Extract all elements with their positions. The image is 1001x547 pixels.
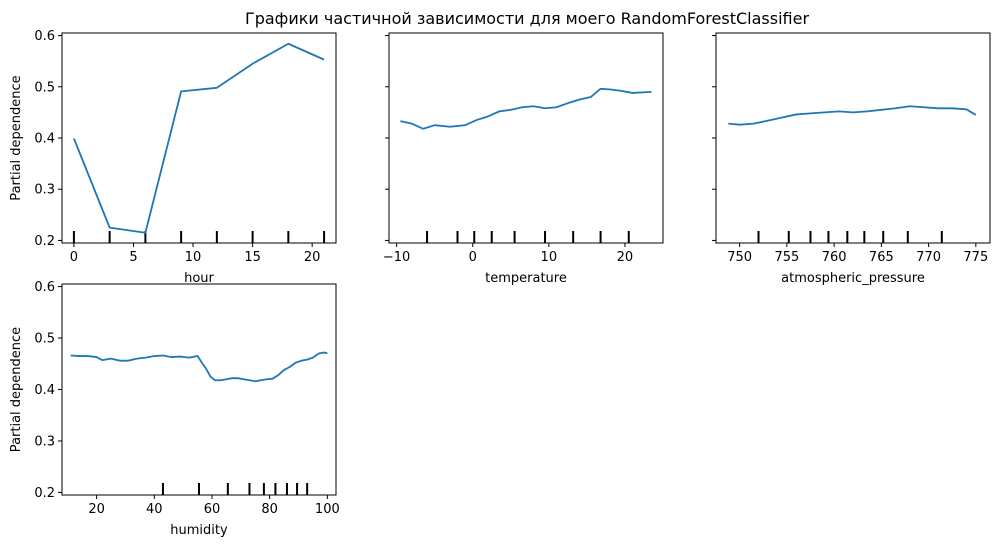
x-tick-label: 775 [963,250,988,265]
y-axis-ticks [385,35,389,241]
pd-line-series [70,351,328,383]
y-axis-ticks [712,35,716,241]
x-axis-label: hour [184,271,214,286]
subplot-2: −10 0 10 20 temperature [383,32,664,286]
axes-frame [388,32,664,244]
y-tick-label: 0.6 [34,280,55,295]
y-tick-label: 0.5 [34,80,55,95]
x-tick-label: 765 [869,250,894,265]
y-axis-label: Partial dependence [9,75,24,200]
y-tick-label: 0.3 [34,183,55,198]
x-tick-label: 5 [129,250,137,265]
x-tick-label: 0 [70,250,78,265]
x-tick-label: 760 [822,250,847,265]
x-tick-label: 750 [727,250,752,265]
y-tick-label: 0.5 [34,332,55,347]
x-tick-label: 10 [541,250,558,265]
y-tick-label: 0.4 [34,383,55,398]
y-tick-label: 0.3 [34,434,55,449]
x-axis-label: temperature [485,271,567,286]
x-tick-label: 15 [244,250,261,265]
subplot-1: 0.2 0.3 0.4 0.5 0.6 0 5 10 15 20 hour Partial depen… [9,29,337,286]
x-tick-label: 20 [304,250,321,265]
y-axis-label: Partial dependence [9,327,24,452]
x-axis-label: humidity [170,523,228,538]
y-axis-ticks: 0.2 0.3 0.4 0.5 0.6 [34,280,62,501]
axes-frame [61,32,337,244]
x-axis-ticks: −10 0 10 20 [383,243,633,265]
x-tick-label: 0 [469,250,477,265]
y-axis-ticks: 0.2 0.3 0.4 0.5 0.6 [34,29,62,249]
subplot-3: 750 755 760 765 770 775 atmospheric_pressure [712,32,991,286]
subplots-container: 0.2 0.3 0.4 0.5 0.6 0 5 10 15 20 hour Partial depen… [9,29,991,538]
rug-ticks [161,483,309,495]
x-tick-label: 100 [315,502,340,517]
rug-ticks [426,231,630,243]
x-tick-label: 80 [261,502,278,517]
pd-line-series [400,87,652,130]
x-tick-label: 60 [204,502,221,517]
figure-title: Графики частичной зависимости для моего … [245,9,809,28]
x-tick-label: 770 [916,250,941,265]
x-tick-label: 40 [146,502,163,517]
y-tick-label: 0.2 [34,234,55,249]
x-axis-ticks: 0 5 10 15 20 [70,243,321,265]
subplot-4: 0.2 0.3 0.4 0.5 0.6 20 40 60 80 100 humidity Partia… [9,280,340,538]
axes-frame [61,283,337,496]
x-axis-ticks: 20 40 60 80 100 [88,495,340,517]
x-tick-label: 10 [185,250,202,265]
x-tick-label: 20 [617,250,634,265]
axes-frame [715,32,991,244]
x-axis-ticks: 750 755 760 765 770 775 [727,243,988,265]
x-tick-label: −10 [383,250,410,265]
x-tick-label: 755 [774,250,799,265]
pd-line-series [73,42,325,234]
x-axis-label: atmospheric_pressure [781,271,925,286]
y-tick-label: 0.4 [34,132,55,147]
rug-ticks [757,231,943,243]
pd-line-series [728,105,977,126]
x-tick-label: 20 [88,502,105,517]
y-tick-label: 0.2 [34,486,55,501]
y-tick-label: 0.6 [34,29,55,44]
